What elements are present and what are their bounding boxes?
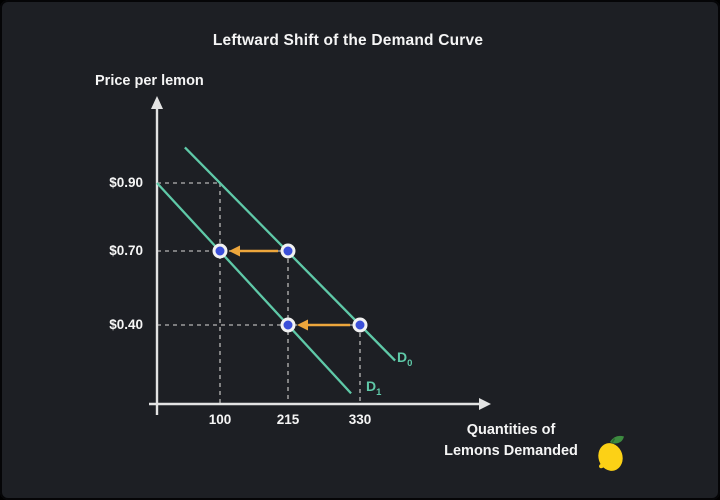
data-point-d0-215 bbox=[280, 243, 296, 259]
y-axis-arrowhead bbox=[151, 96, 163, 109]
x-tick-215: 215 bbox=[276, 412, 300, 427]
x-axis-title: Quantities of Lemons Demanded bbox=[427, 420, 595, 462]
x-axis-title-line2: Lemons Demanded bbox=[444, 443, 578, 459]
lemon-body bbox=[598, 443, 623, 471]
y-tick-0.40: $0.40 bbox=[109, 317, 143, 332]
demand-curve-d1 bbox=[156, 182, 352, 395]
lemon-nub bbox=[598, 463, 605, 469]
curve-label-d1: D1 bbox=[366, 378, 382, 398]
shift-arrow-head bbox=[229, 245, 240, 257]
lemon-stem bbox=[611, 438, 616, 444]
x-axis-arrowhead bbox=[479, 398, 491, 410]
y-axis-title: Price per lemon bbox=[95, 73, 204, 89]
shift-arrow-head bbox=[297, 319, 308, 331]
lemon-icon bbox=[598, 435, 624, 471]
x-tick-330: 330 bbox=[348, 412, 372, 427]
y-tick-0.70: $0.70 bbox=[109, 243, 143, 258]
curve-label-d0: D0 bbox=[397, 349, 413, 369]
x-axis-title-line1: Quantities of bbox=[466, 422, 556, 438]
y-tick-0.90: $0.90 bbox=[109, 175, 143, 190]
data-point-d1-215 bbox=[280, 317, 296, 333]
x-tick-100: 100 bbox=[208, 412, 232, 427]
chart-title: Leftward Shift of the Demand Curve bbox=[212, 32, 484, 49]
data-point-d1-100 bbox=[212, 243, 228, 259]
data-point-d0-330 bbox=[352, 317, 368, 333]
